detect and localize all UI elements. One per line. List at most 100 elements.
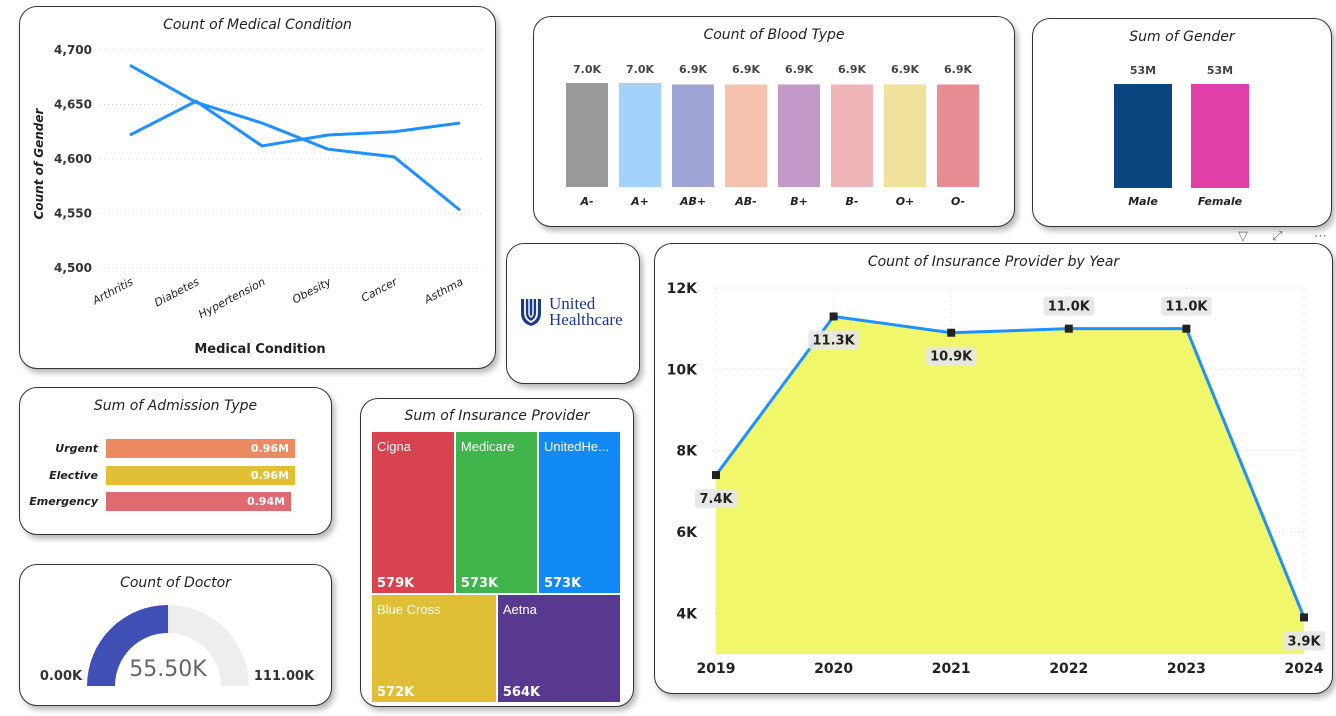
bar xyxy=(937,84,979,187)
treemap-cell-value: 572K xyxy=(377,684,415,700)
bar xyxy=(831,84,873,187)
y-tick-label: 8K xyxy=(676,444,698,460)
y-tick-label: 4,700 xyxy=(54,43,92,57)
filter-icon[interactable]: ▽ xyxy=(1238,229,1248,244)
admission-value-label: 0.96M xyxy=(250,442,289,455)
bar-value-label: 6.9K xyxy=(732,63,760,76)
treemap-cell-value: 573K xyxy=(543,575,582,591)
y-tick-label: 6K xyxy=(676,525,698,541)
medical-condition-card[interactable]: Count of Medical Condition 4,500 4,550 4,6… xyxy=(19,6,496,369)
data-label-bg xyxy=(808,330,859,350)
doctor-card[interactable]: Count of Doctor 55.50K 0.00K 111.00K xyxy=(19,564,332,706)
treemap-cell-label: Medicare xyxy=(460,439,515,454)
data-label: 3.9K xyxy=(1287,634,1321,649)
logo-card: United Healthcare xyxy=(506,243,640,384)
gauge-value-label: 55.50K xyxy=(129,657,207,682)
y-tick-label: 4K xyxy=(676,606,698,622)
admission-bar: 0.94M xyxy=(106,492,292,511)
admission-card[interactable]: Sum of Admission Type Urgent 0.96M Electiv… xyxy=(19,387,332,535)
insurance-provider-card[interactable]: Sum of Insurance Provider Cigna 579K Medic… xyxy=(360,398,634,707)
insurance-year-chart: 4K 6K 8K 10K 12K 2019 2020 2021 2022 2023 2024 7.4K… xyxy=(667,281,1325,677)
y-tick-label: 4,550 xyxy=(54,207,92,221)
gauge-min-label: 0.00K xyxy=(40,669,83,684)
more-options-icon[interactable]: ⋯ xyxy=(1314,229,1327,244)
bar xyxy=(1191,84,1249,188)
gender-card[interactable]: Sum of Gender 53M Male 53M Female xyxy=(1032,18,1332,227)
medical-condition-title: Count of Medical Condition xyxy=(163,17,352,33)
treemap-cell: UnitedHe... 573K xyxy=(538,432,620,593)
x-tick-label: A- xyxy=(579,195,593,208)
insurance-year-card[interactable]: Count of Insurance Provider by Year 4K 6K… xyxy=(654,243,1333,694)
x-tick-label: Obesity xyxy=(290,275,334,306)
data-label-bg xyxy=(925,346,977,366)
data-label: 10.9K xyxy=(930,350,973,365)
blood-type-card[interactable]: Count of Blood Type 7.0K A- 7.0K A+ 6.9K AB+ 6… xyxy=(533,16,1015,227)
bar xyxy=(778,84,820,187)
bar xyxy=(672,84,714,187)
admission-chart: Urgent 0.96M Elective 0.96M Emergency 0.94M xyxy=(20,388,333,536)
logo-text-united: United xyxy=(549,294,596,313)
area-fill xyxy=(716,316,1304,654)
x-tick-label: A+ xyxy=(630,195,649,208)
bar-value-label: 6.9K xyxy=(944,63,972,76)
bar-value-label: 6.9K xyxy=(785,63,813,76)
admission-category-label: Elective xyxy=(49,468,98,482)
shield-logo-icon xyxy=(521,299,541,326)
admission-title: Sum of Admission Type xyxy=(93,398,258,414)
treemap-cell: Aetna 564K xyxy=(497,594,620,702)
treemap-cell-value: 579K xyxy=(377,575,415,591)
bar-value-label: 53M xyxy=(1207,64,1233,77)
data-label-bg xyxy=(1161,296,1212,316)
data-point xyxy=(829,312,838,321)
admission-bar: 0.96M xyxy=(106,439,295,458)
series-line xyxy=(129,99,461,148)
data-point xyxy=(712,471,720,480)
gauge-max-label: 111.00K xyxy=(254,669,315,684)
data-label-bg xyxy=(1043,296,1095,316)
data-point xyxy=(1064,324,1073,333)
data-label: 11.0K xyxy=(1165,300,1208,315)
bar xyxy=(619,83,661,187)
x-tick-label: 2023 xyxy=(1167,661,1206,677)
y-axis-title: Count of Gender xyxy=(32,107,46,219)
doctor-title: Count of Doctor xyxy=(120,575,231,591)
insurance-treemap: Cigna 579K Medicare 573K UnitedHe... 573K Blue… xyxy=(361,399,635,708)
bar xyxy=(884,84,926,187)
x-tick-label: 2022 xyxy=(1049,661,1088,677)
y-tick-label: 12K xyxy=(667,281,698,297)
x-tick-label: 2020 xyxy=(814,661,853,677)
insurance-year-title: Count of Insurance Provider by Year xyxy=(867,254,1120,270)
bar xyxy=(1114,84,1172,188)
treemap-cell: Blue Cross 572K xyxy=(372,594,496,702)
treemap-cell-label: Cigna xyxy=(377,439,411,454)
x-tick-label: AB+ xyxy=(679,195,706,208)
x-tick-label: Male xyxy=(1128,195,1158,208)
treemap-cell-label: Aetna xyxy=(502,601,537,617)
admission-value-label: 0.96M xyxy=(250,468,289,482)
treemap-cell-label: UnitedHe... xyxy=(543,439,609,454)
bar-value-label: 7.0K xyxy=(573,63,601,76)
treemap-cell-label: Blue Cross xyxy=(377,601,441,617)
x-tick-label: Asthma xyxy=(421,275,465,307)
data-point xyxy=(1182,324,1191,333)
x-axis-title: Medical Condition xyxy=(194,342,325,357)
x-tick-label: Female xyxy=(1198,195,1243,208)
focus-mode-icon[interactable]: ⤢ xyxy=(1272,229,1283,244)
x-tick-label: Diabetes xyxy=(152,275,201,310)
x-tick-label: B- xyxy=(846,195,859,208)
x-tick-label: O+ xyxy=(896,195,915,208)
medical-condition-chart: 4,500 4,550 4,600 4,650 4,700 Arthritis Diabet… xyxy=(32,43,483,357)
bar-value-label: 7.0K xyxy=(626,63,654,76)
x-tick-label: AB- xyxy=(734,195,756,208)
treemap-cell-value: 564K xyxy=(502,684,541,700)
x-tick-label: 2021 xyxy=(932,661,971,677)
x-tick-label: O- xyxy=(951,195,965,208)
data-label-bg xyxy=(695,489,737,509)
data-label-bg xyxy=(1283,631,1325,651)
x-tick-label: Hypertension xyxy=(196,275,267,321)
treemap-cell-value: 573K xyxy=(460,575,499,591)
bar-value-label: 6.9K xyxy=(838,63,866,76)
treemap-cell: Medicare 573K xyxy=(455,432,537,593)
x-tick-label: 2019 xyxy=(697,661,736,677)
bar xyxy=(566,83,608,187)
